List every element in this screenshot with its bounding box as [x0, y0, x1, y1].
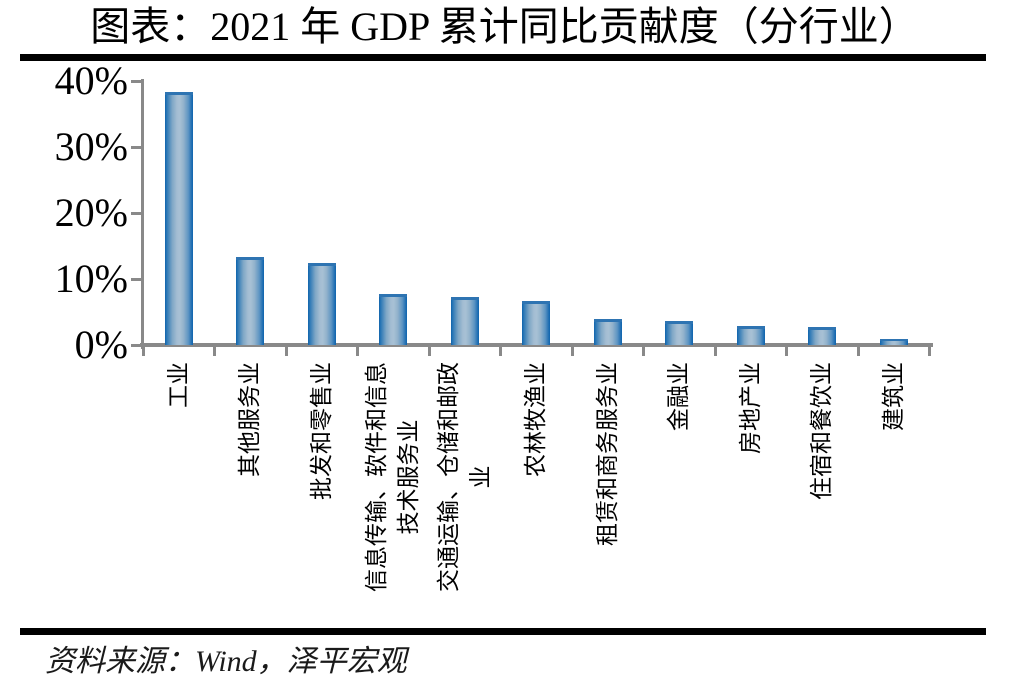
x-axis-tick	[356, 347, 359, 356]
x-axis-tick	[427, 347, 431, 356]
y-tick-label: 30%	[54, 124, 128, 169]
bar	[665, 320, 694, 345]
bar	[307, 263, 336, 345]
x-category-label-text: 建筑业	[880, 362, 906, 431]
y-tick-label: 10%	[54, 256, 128, 301]
bar	[450, 297, 479, 345]
x-category-label-text: 房地产业	[737, 362, 763, 454]
bar	[808, 326, 837, 345]
source-note: 资料来源：Wind，泽平宏观	[45, 645, 407, 678]
x-axis-tick	[928, 347, 931, 356]
bottom-separator-rule	[20, 628, 986, 635]
x-category-label: 建筑业	[878, 362, 947, 431]
bar	[879, 339, 908, 345]
y-axis-tick	[131, 277, 142, 281]
x-category-label-text: 其他服务业	[237, 362, 263, 477]
x-axis-tick	[642, 347, 645, 356]
y-axis-tick	[131, 343, 142, 347]
y-tick-label: 0%	[74, 322, 128, 367]
bar	[593, 318, 622, 345]
x-category-label: 工业	[163, 362, 209, 408]
x-category-label-text: 住宿和餐饮业	[809, 362, 835, 500]
x-category-label-text: 交通运输、仓储和邮政 业	[435, 362, 493, 592]
y-axis-tick	[131, 211, 142, 215]
x-axis-tick	[284, 347, 288, 356]
x-category-label-text: 信息传输、软件和信息 技术服务业	[364, 362, 422, 592]
x-axis-tick	[856, 347, 860, 356]
top-separator-rule	[20, 54, 986, 61]
x-axis-tick	[785, 347, 788, 356]
bar	[236, 257, 265, 345]
y-axis-tick	[131, 145, 142, 149]
bar	[736, 325, 765, 345]
x-axis-tick	[713, 347, 717, 356]
y-axis-line	[141, 79, 144, 349]
y-axis-tick	[131, 79, 142, 83]
x-axis-tick	[570, 347, 574, 356]
x-axis-tick	[141, 347, 145, 356]
x-category-label-text: 农林牧渔业	[523, 362, 549, 477]
x-category-label-text: 租赁和商务服务业	[594, 362, 620, 546]
chart-title: 图表：2021 年 GDP 累计同比贡献度（分行业）	[90, 4, 919, 49]
bar	[522, 300, 551, 345]
x-category-label-text: 批发和零售业	[308, 362, 334, 500]
x-axis-tick	[499, 347, 502, 356]
x-axis-tick	[213, 347, 216, 356]
y-tick-label: 20%	[54, 190, 128, 235]
x-axis-line	[140, 343, 933, 347]
bar	[164, 92, 193, 345]
x-category-label-text: 工业	[165, 362, 191, 408]
bar	[379, 293, 408, 345]
x-category-label: 金融业	[663, 362, 732, 431]
y-tick-label: 40%	[54, 58, 128, 103]
x-category-label-text: 金融业	[666, 362, 692, 431]
